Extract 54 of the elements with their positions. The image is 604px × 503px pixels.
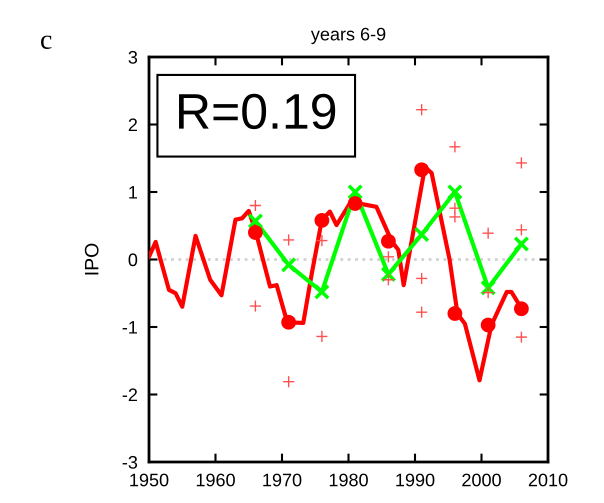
point (314, 284, 330, 300)
y-tick-label: 0 (128, 253, 138, 266)
point (347, 184, 364, 200)
point (314, 212, 330, 228)
y-tick-label: 3 (128, 50, 138, 64)
point (348, 196, 363, 211)
point (448, 306, 462, 321)
y-axis-title: IPO (84, 244, 99, 274)
point (280, 256, 297, 273)
y-tick-label: -1 (122, 321, 138, 334)
x-tick-label: 2010 (528, 474, 568, 486)
point (382, 250, 395, 264)
point (448, 210, 462, 224)
point (380, 266, 396, 282)
point (249, 199, 262, 212)
point (482, 226, 494, 240)
point (248, 225, 263, 240)
point (316, 330, 328, 343)
x-tick-label: 1960 (196, 474, 235, 486)
y-tick-label: 1 (129, 186, 138, 199)
x-tick-label: 2000 (462, 474, 501, 486)
point (415, 306, 428, 318)
point (415, 272, 428, 285)
x-tick-label: 1970 (263, 474, 302, 486)
annotation: R=0.19 (179, 94, 336, 130)
x-tick-label: 1950 (130, 474, 168, 486)
point (515, 156, 528, 170)
x-tick-label: 1980 (330, 474, 368, 486)
point (281, 314, 296, 330)
point (480, 318, 496, 332)
point (415, 103, 428, 116)
point (381, 234, 396, 249)
point (249, 300, 262, 312)
y-tick-label: 2 (128, 118, 137, 132)
chart-title: years 6-9 (310, 28, 386, 44)
y-tick-label: -3 (122, 456, 138, 469)
point (414, 226, 430, 243)
text: c (41, 36, 52, 49)
y-tick-label: -2 (122, 388, 137, 402)
point (414, 162, 430, 178)
point (514, 301, 529, 316)
point (446, 184, 463, 200)
point (513, 236, 530, 252)
point (448, 202, 462, 214)
point (247, 213, 264, 230)
point (282, 375, 295, 388)
x-tick-label: 1990 (396, 474, 434, 486)
point (316, 234, 328, 247)
point (448, 140, 462, 154)
point (382, 274, 395, 286)
point (515, 330, 528, 344)
point (515, 224, 528, 236)
point (282, 234, 295, 246)
point (482, 286, 494, 299)
